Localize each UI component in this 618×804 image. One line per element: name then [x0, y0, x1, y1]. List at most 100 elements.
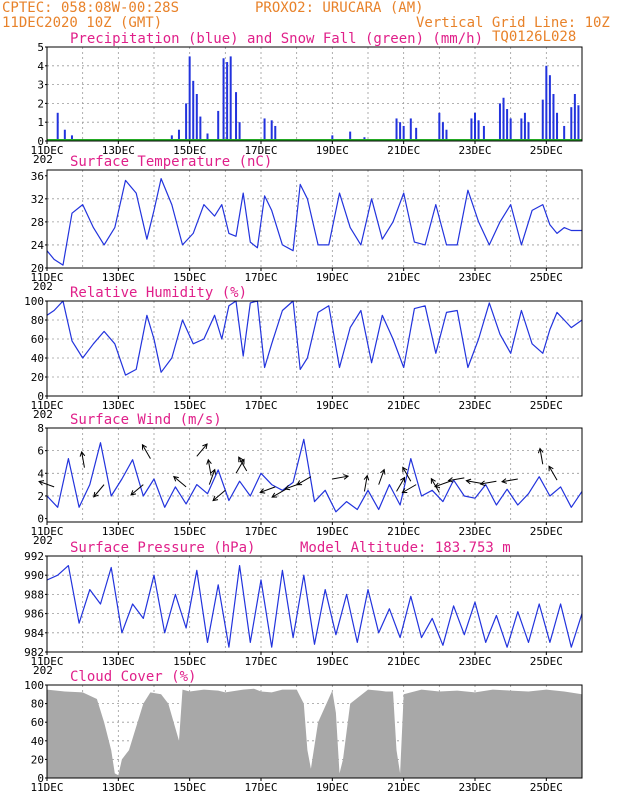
wind-arrow — [81, 451, 85, 468]
y-tick-label: 20 — [31, 371, 44, 384]
precip-bar — [217, 110, 220, 141]
x-tick-label: 15DEC — [173, 271, 206, 284]
precip-bar — [415, 127, 418, 141]
wind-arrow — [363, 475, 368, 492]
precip-bar — [229, 56, 232, 141]
x-tick-label: 15DEC — [173, 144, 206, 157]
y-tick-label: 982 — [24, 646, 44, 659]
x-year-label: 202 — [33, 408, 53, 421]
wind-arrow-head — [238, 456, 244, 463]
plot-frame — [46, 46, 583, 142]
x-tick-label: 23DEC — [458, 144, 491, 157]
wind-arrow — [539, 448, 544, 465]
precip-bar — [470, 118, 473, 141]
y-tick-label: 4 — [37, 467, 44, 480]
y-tick-label: 32 — [31, 193, 44, 206]
precip-bar — [263, 118, 266, 141]
wind-arrow-head — [447, 477, 454, 483]
x-tick-label: 15DEC — [173, 655, 206, 668]
wind-arrow — [208, 469, 216, 485]
wind-arrow — [196, 443, 208, 457]
precip-bar — [56, 112, 59, 141]
x-tick-label: 21DEC — [387, 399, 420, 412]
wind-arrow-head — [79, 450, 86, 457]
plot-frame — [46, 684, 583, 779]
precip-bar — [523, 112, 526, 141]
wind-arrow — [434, 480, 451, 488]
precip-bar — [409, 118, 412, 141]
precip-bar — [545, 65, 548, 141]
header-model: TQ0126L028 — [492, 29, 576, 45]
precip-bar — [238, 122, 241, 141]
x-tick-label: 25DEC — [530, 399, 563, 412]
y-tick-label: 100 — [24, 295, 44, 308]
y-tick-label: 80 — [31, 314, 44, 327]
y-tick-label: 990 — [24, 569, 44, 582]
cloud-title: Cloud Cover (%) — [70, 669, 196, 685]
wind-arrow-head — [479, 480, 486, 487]
y-tick-label: 6 — [37, 445, 44, 458]
wind-arrow — [402, 467, 412, 482]
precip-bar — [235, 92, 238, 141]
precip-bar — [527, 122, 530, 141]
precip-bar — [177, 129, 180, 141]
precip-bar — [482, 125, 485, 141]
x-tick-label: 19DEC — [316, 271, 349, 284]
wind-arrow-head — [343, 474, 350, 480]
y-tick-label: 5 — [37, 41, 44, 54]
y-tick-label: 80 — [31, 698, 44, 711]
x-tick-label: 11DEC — [30, 525, 63, 538]
x-year-label: 202 — [33, 534, 53, 547]
wind-arrow — [448, 477, 465, 482]
y-tick-label: 3 — [37, 79, 44, 92]
y-tick-label: 0 — [37, 772, 44, 785]
plot-frame — [46, 555, 583, 653]
x-tick-label: 19DEC — [316, 525, 349, 538]
temperature-panel: 20 24 28 32 36 Surface Temperature (nC) 11DEC 1… — [30, 154, 583, 293]
precip-bar — [395, 118, 398, 141]
wind-arrow — [93, 484, 105, 498]
precip-bar — [520, 118, 523, 141]
y-tick-label: 100 — [24, 679, 44, 692]
x-tick-label: 13DEC — [102, 399, 135, 412]
x-tick-label: 25DEC — [530, 655, 563, 668]
precip-bar — [441, 122, 444, 141]
y-tick-label: 20 — [31, 262, 44, 275]
wind-arrow — [130, 484, 144, 496]
x-tick-label: 15DEC — [173, 399, 206, 412]
precip-bar — [402, 125, 405, 141]
humidity-line — [46, 300, 583, 376]
precip-bar — [573, 94, 576, 141]
x-tick-label: 25DEC — [530, 144, 563, 157]
precip-bar — [206, 133, 209, 141]
wind-arrow-head — [93, 491, 99, 498]
precip-bar — [477, 120, 480, 141]
wind-arrow-head — [465, 478, 472, 485]
x-tick-label: 23DEC — [458, 781, 491, 794]
precip-bar — [270, 120, 273, 141]
wind-arrow-head — [434, 482, 441, 488]
cloud-panel: 0 20 40 60 80 100 Cloud Cover (%) 11DEC 13DEC 15D… — [24, 669, 583, 794]
wind-panel: 0 2 4 6 8 Surface Wind (m/s) 11DEC 13DEC 15DEC 17… — [30, 412, 583, 547]
y-tick-label: 1 — [37, 116, 44, 129]
precip-bar — [577, 105, 580, 141]
precip-bar — [509, 118, 512, 141]
pressure-panel: 982 984 986 988 990 992 Surface Pressure (hPa)… — [24, 540, 583, 677]
y-tick-label: 988 — [24, 588, 44, 601]
wind-arrow — [212, 489, 226, 501]
wind-arrow-head — [402, 466, 408, 473]
wind-arrow-head — [548, 465, 554, 472]
wind-arrow — [271, 488, 287, 498]
wind-arrow — [238, 456, 248, 472]
y-tick-label: 24 — [31, 239, 45, 252]
precip-bar — [570, 107, 573, 141]
x-tick-label: 17DEC — [244, 271, 277, 284]
x-tick-label: 11DEC — [30, 399, 63, 412]
x-tick-label: 13DEC — [102, 781, 135, 794]
x-tick-label: 23DEC — [458, 399, 491, 412]
precip-bar — [188, 56, 191, 141]
x-tick-label: 11DEC — [30, 271, 63, 284]
x-tick-label: 19DEC — [316, 655, 349, 668]
wind-arrow-head — [271, 492, 278, 498]
